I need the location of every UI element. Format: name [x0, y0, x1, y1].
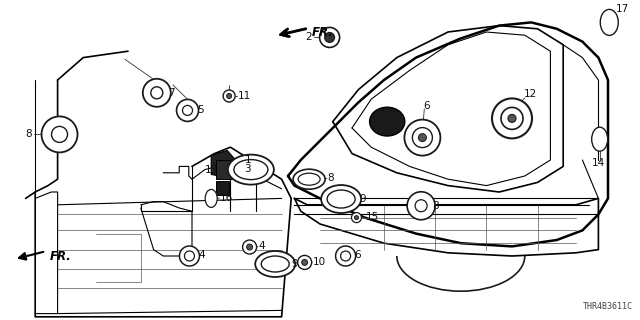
Circle shape [324, 32, 335, 43]
Text: 8: 8 [26, 129, 32, 140]
Polygon shape [211, 150, 240, 178]
Circle shape [351, 212, 362, 223]
Circle shape [246, 244, 253, 250]
Ellipse shape [47, 126, 72, 135]
Circle shape [419, 134, 426, 141]
Circle shape [412, 128, 433, 148]
Text: 11: 11 [238, 91, 252, 101]
Text: 1: 1 [244, 155, 251, 165]
Ellipse shape [255, 251, 295, 277]
Ellipse shape [205, 189, 217, 207]
Circle shape [223, 90, 235, 102]
Text: 6: 6 [424, 100, 430, 111]
Circle shape [182, 105, 193, 116]
Text: 8: 8 [328, 173, 334, 183]
Circle shape [508, 114, 516, 122]
Circle shape [335, 246, 356, 266]
Text: FR.: FR. [312, 26, 333, 39]
Text: 14: 14 [592, 158, 605, 168]
Text: 13: 13 [204, 164, 218, 175]
Text: FR.: FR. [49, 250, 71, 263]
Text: THR4B3611C: THR4B3611C [582, 302, 632, 311]
Text: 10: 10 [313, 257, 326, 267]
Circle shape [42, 116, 77, 152]
Text: 2: 2 [306, 32, 312, 43]
Circle shape [340, 251, 351, 261]
Circle shape [407, 192, 435, 220]
Ellipse shape [228, 155, 274, 185]
Ellipse shape [411, 199, 431, 206]
Circle shape [319, 28, 340, 47]
Ellipse shape [592, 127, 608, 151]
Circle shape [301, 260, 308, 265]
Circle shape [51, 126, 68, 142]
Ellipse shape [321, 185, 361, 213]
Ellipse shape [298, 173, 320, 185]
Ellipse shape [327, 190, 355, 208]
Polygon shape [216, 181, 229, 195]
Circle shape [243, 240, 257, 254]
Ellipse shape [147, 86, 167, 93]
Text: 8: 8 [432, 201, 438, 211]
Text: 17: 17 [616, 4, 629, 14]
Text: 5: 5 [197, 105, 204, 116]
Text: 9: 9 [291, 259, 298, 269]
Text: 9: 9 [360, 194, 366, 204]
Circle shape [298, 255, 312, 269]
Circle shape [227, 93, 232, 99]
Circle shape [415, 200, 427, 212]
Polygon shape [216, 160, 237, 179]
Ellipse shape [261, 256, 289, 272]
Text: 12: 12 [524, 89, 537, 100]
Text: 4: 4 [259, 241, 265, 252]
Text: 16: 16 [220, 193, 234, 203]
Circle shape [184, 251, 195, 261]
Text: 7: 7 [168, 88, 174, 98]
Circle shape [404, 120, 440, 156]
Text: 4: 4 [198, 250, 205, 260]
Ellipse shape [179, 105, 196, 111]
Ellipse shape [293, 169, 325, 189]
Circle shape [492, 98, 532, 138]
Circle shape [501, 108, 523, 129]
Ellipse shape [600, 9, 618, 36]
Text: 3: 3 [244, 164, 251, 174]
Circle shape [355, 216, 358, 220]
Circle shape [151, 87, 163, 99]
Ellipse shape [234, 160, 268, 180]
Circle shape [179, 246, 200, 266]
Text: 6: 6 [354, 250, 360, 260]
Text: 15: 15 [366, 212, 380, 222]
Ellipse shape [370, 107, 405, 136]
Circle shape [177, 100, 198, 121]
Circle shape [143, 79, 171, 107]
